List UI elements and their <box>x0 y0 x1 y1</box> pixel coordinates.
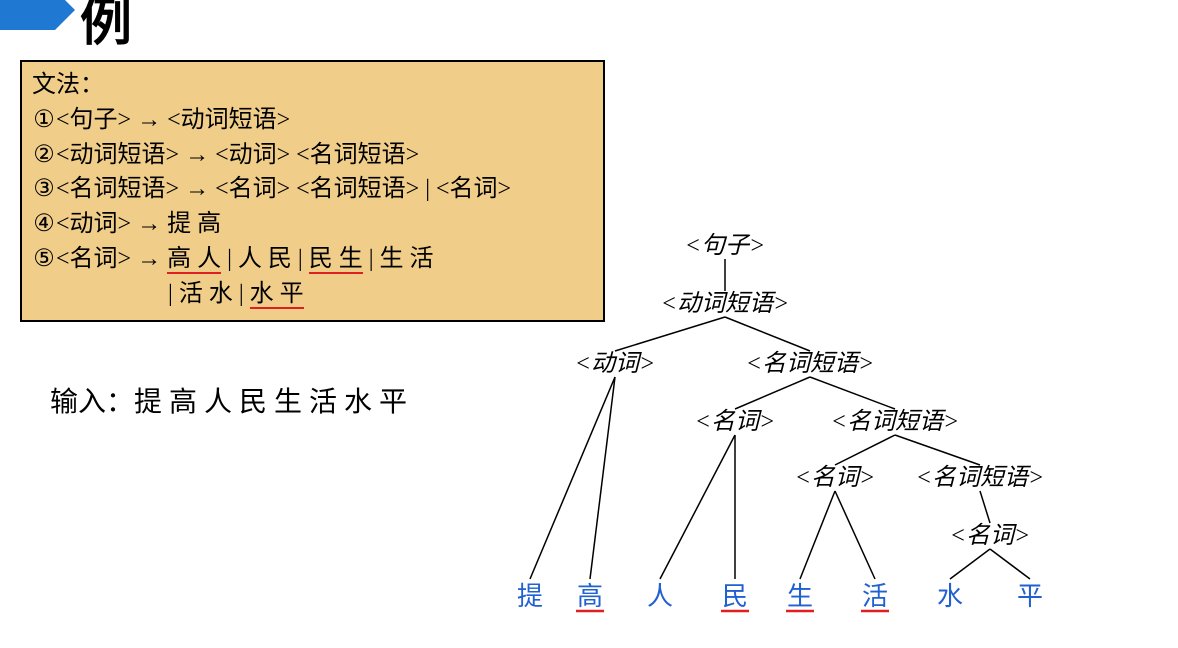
arrow-icon: → <box>137 210 161 237</box>
grammar-rule-2: ②<动词短语> → <动词> <名词短语> <box>32 138 593 173</box>
tree-node: <名词> <box>695 408 775 435</box>
rule-alt: 生 活 <box>380 246 434 272</box>
tree-node: <动词> <box>575 351 655 377</box>
parse-tree: <句子> <动词短语> <动词> <名词短语> <名词> <名词短语> <名词> <名词短语>… <box>460 225 1160 635</box>
tree-node: <名词短语> <box>746 350 874 377</box>
rule-num: ⑤ <box>32 242 56 277</box>
rule-rhs: <名词> <名词短语> | <名词> <box>215 176 511 202</box>
tree-edge <box>835 435 895 465</box>
arrow-icon: → <box>185 175 209 202</box>
tree-leaf: 水 <box>937 582 963 611</box>
rule-alt: 水 平 <box>250 281 304 309</box>
tree-edge <box>895 435 980 465</box>
arrow-icon: → <box>137 245 161 272</box>
rule-rhs: <动词短语> <box>167 107 290 133</box>
rule-rhs: <动词> <名词短语> <box>215 142 419 168</box>
grammar-label: 文法： <box>32 68 593 103</box>
rule-lhs: <名词短语> <box>56 176 179 202</box>
input-line: 输入：提 高 人 民 生 活 水 平 <box>50 380 407 420</box>
rule-lhs: <动词> <box>56 211 131 237</box>
rule-num: ③ <box>32 172 56 207</box>
rule-rhs: 提 高 <box>167 211 221 237</box>
rule-num: ④ <box>32 207 56 242</box>
tree-edge <box>810 377 895 409</box>
tree-edge <box>725 317 810 351</box>
tree-node: <句子> <box>685 232 765 259</box>
tree-leaf: 高 <box>577 582 603 611</box>
tree-leaf-edge <box>950 549 990 579</box>
tree-leaf-edge <box>800 491 835 579</box>
arrow-icon: → <box>185 141 209 168</box>
tree-node: <动词短语> <box>661 290 789 317</box>
tree-node: <名词> <box>795 464 875 491</box>
rule-num: ① <box>32 103 56 138</box>
rule-lhs: <名词> <box>56 246 131 272</box>
page-title: 例 <box>80 0 132 55</box>
tree-edge <box>615 317 725 351</box>
tree-leaf-edge <box>660 435 735 579</box>
tree-leaf-edge <box>835 491 875 579</box>
arrow-icon: → <box>137 106 161 133</box>
rule-lhs: <动词短语> <box>56 142 179 168</box>
input-text: 提 高 人 民 生 活 水 平 <box>134 387 407 418</box>
tree-leaf-edge <box>990 549 1030 579</box>
grammar-rule-3: ③<名词短语> → <名词> <名词短语> | <名词> <box>32 172 593 207</box>
rule-alt: 人 民 <box>238 246 292 272</box>
tree-leaf: 活 <box>862 582 888 611</box>
grammar-rule-1: ①<句子> → <动词短语> <box>32 103 593 138</box>
rule-lhs: <句子> <box>56 107 131 133</box>
header-chevron-icon <box>0 0 80 30</box>
tree-edge <box>735 377 810 409</box>
tree-edge <box>980 491 990 523</box>
rule-alt: 活 水 <box>179 281 233 307</box>
input-label: 输入： <box>50 387 134 418</box>
tree-node: <名词> <box>950 522 1030 549</box>
tree-leaf: 提 <box>517 582 543 611</box>
tree-leaf: 人 <box>647 582 673 611</box>
rule-num: ② <box>32 138 56 173</box>
tree-leaf: 生 <box>787 582 813 611</box>
rule-alt: 高 人 <box>167 246 221 274</box>
tree-node: <名词短语> <box>916 464 1044 491</box>
tree-leaf: 平 <box>1017 582 1043 611</box>
rule-alt: 民 生 <box>309 246 363 274</box>
tree-leaf: 民 <box>722 582 748 611</box>
tree-node: <名词短语> <box>831 408 959 435</box>
